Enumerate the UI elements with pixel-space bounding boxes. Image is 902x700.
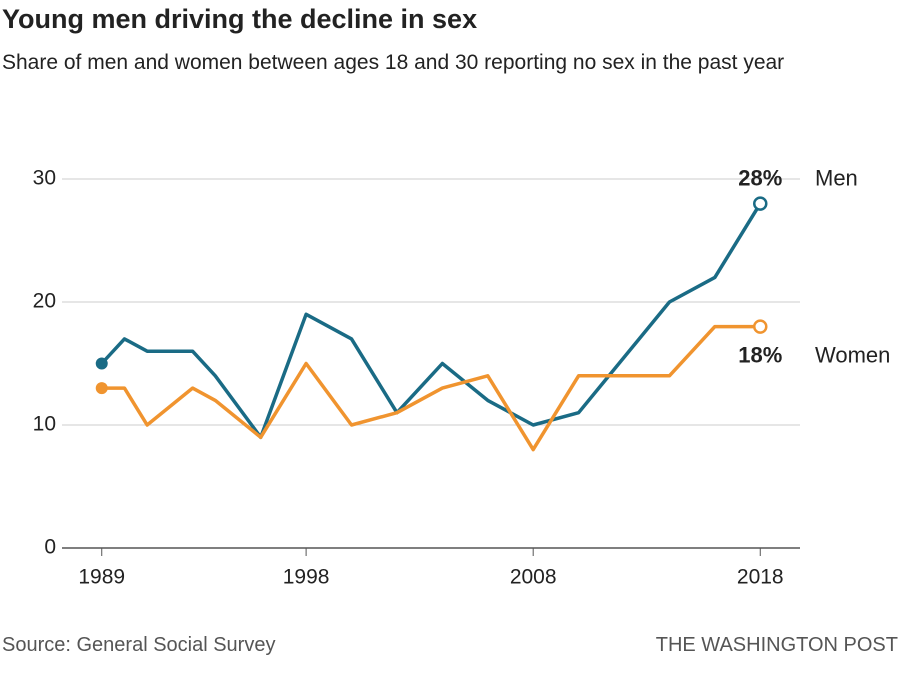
chart-subtitle: Share of men and women between ages 18 a…: [2, 51, 785, 74]
end-marker: [753, 196, 768, 211]
x-tick-label: 1989: [78, 566, 125, 589]
end-marker: [753, 319, 768, 334]
chart-title: Young men driving the decline in sex: [2, 4, 478, 34]
x-tick-label: 1998: [283, 566, 330, 589]
x-tick-label: 2018: [737, 566, 784, 589]
y-tick-label: 30: [33, 167, 56, 190]
x-tick-label: 2008: [510, 566, 557, 589]
start-marker: [95, 382, 108, 395]
y-tick-label: 10: [33, 413, 56, 436]
source: Source: General Social Survey: [2, 634, 276, 656]
legend-label: Women: [815, 342, 890, 367]
legend-label: Men: [815, 165, 858, 190]
chart: 0 10 20 30 1989 1998 2008 2018 28% Men 18% Women: [33, 165, 891, 589]
data-label: 18%: [738, 342, 782, 367]
data-label: 28%: [738, 165, 782, 190]
y-tick-label: 0: [44, 536, 56, 559]
series-line: [101, 324, 761, 452]
credit: THE WASHINGTON POST: [655, 634, 898, 656]
y-tick-label: 20: [33, 290, 56, 313]
series-line: [100, 202, 762, 440]
start-marker: [95, 357, 108, 370]
